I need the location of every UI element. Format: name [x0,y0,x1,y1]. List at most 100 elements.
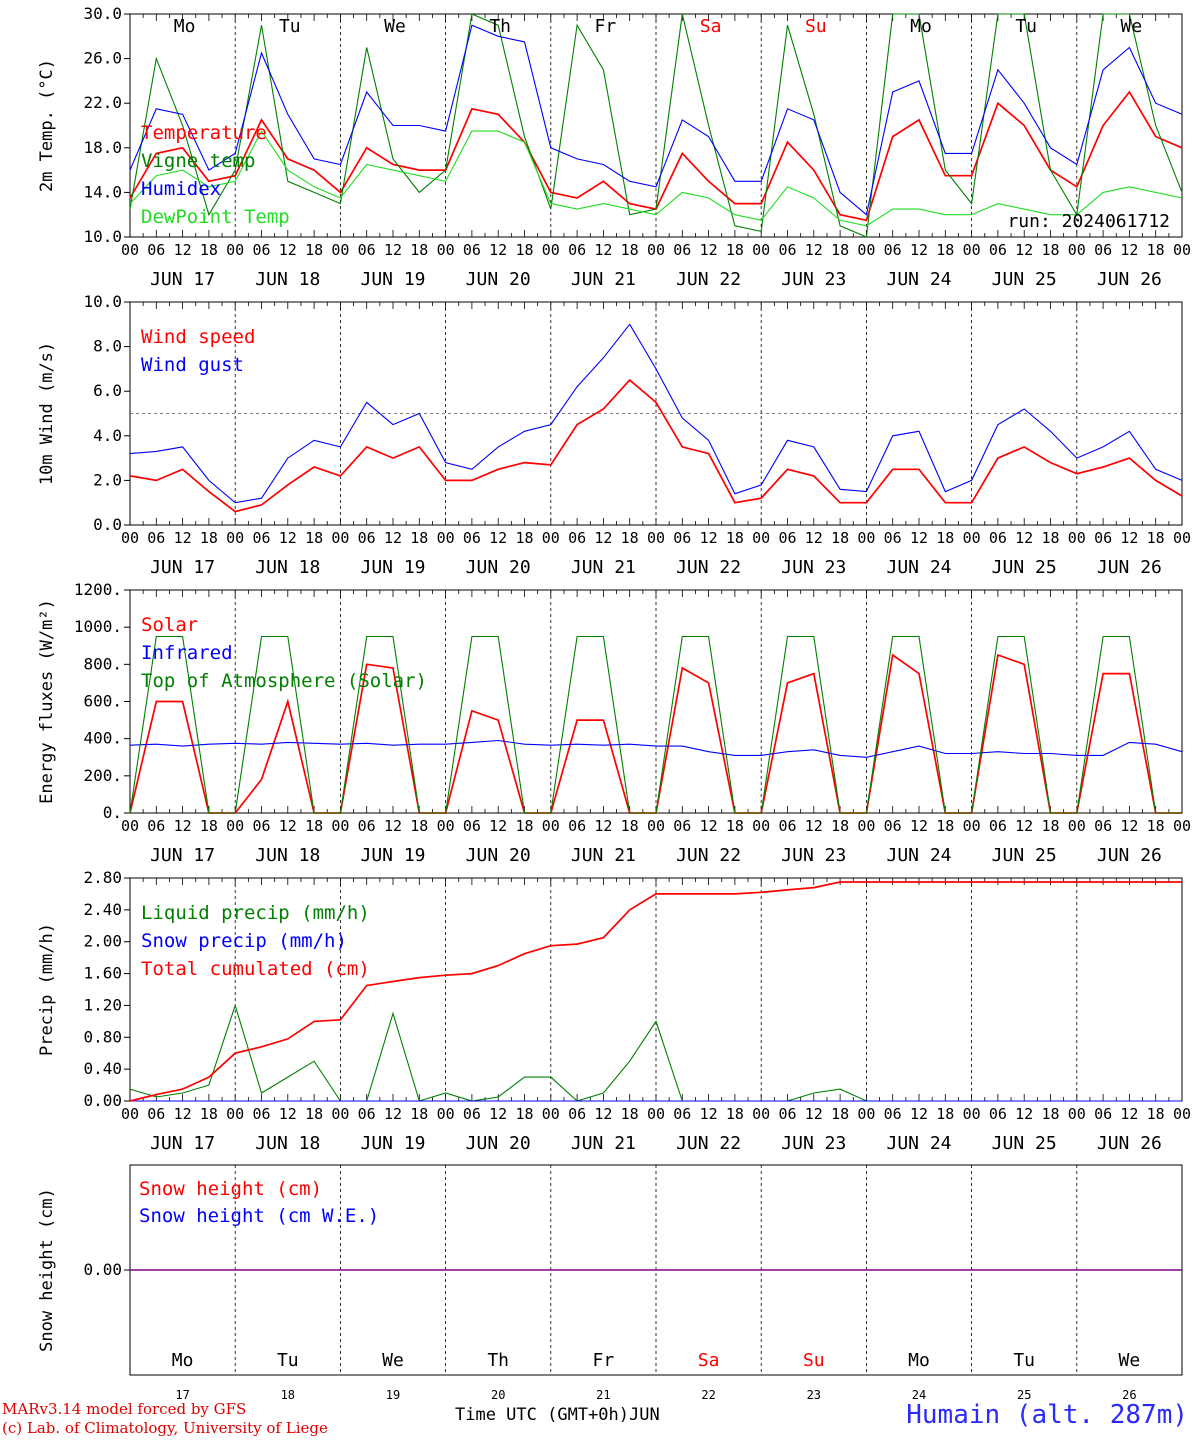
hour-tick-label: 06 [147,817,165,835]
hour-tick-label: 06 [463,817,481,835]
series-line [129,24,1183,216]
y-tick-label: 0.80 [83,1027,122,1046]
y-tick-label: 800. [83,654,122,673]
hour-tick-label: 06 [568,529,586,547]
legend-entry: Top of Atmosphere (Solar) [141,670,427,692]
legend-entry: Vigne temp [141,150,255,172]
day-name: Mo [910,16,932,37]
hour-tick-label: 06 [252,529,270,547]
hour-tick-label: 06 [884,241,902,259]
date-number: 17 [175,1388,189,1402]
date-label: JUN 21 [571,269,636,290]
hour-tick-label: 00 [331,1105,349,1123]
date-label: JUN 18 [255,1133,320,1154]
date-label: JUN 25 [992,1133,1057,1154]
hour-tick-label: 12 [174,529,192,547]
hour-tick-label: 18 [410,817,428,835]
hour-tick-label: 00 [226,529,244,547]
day-name: Fr [593,1350,615,1371]
date-label: JUN 24 [886,557,951,578]
hour-tick-label: 06 [989,529,1007,547]
month-label: JUN [629,1405,660,1425]
date-number: 25 [1017,1388,1031,1402]
hour-tick-label: 00 [226,1105,244,1123]
hour-tick-label: 18 [410,241,428,259]
date-number: 23 [807,1388,821,1402]
hour-tick-label: 06 [884,817,902,835]
hour-tick-label: 00 [1068,241,1086,259]
hour-tick-label: 18 [621,241,639,259]
hour-tick-label: 12 [700,1105,718,1123]
day-name: Su [805,16,827,37]
hour-tick-label: 00 [857,529,875,547]
date-label: JUN 23 [781,557,846,578]
series-line [129,881,1182,1102]
hour-tick-label: 06 [1094,529,1112,547]
y-tick-label: 10.0 [83,292,122,311]
legend-entry: Infrared [141,642,233,664]
day-name: Sa [700,16,722,37]
y-tick-label: 8.0 [93,337,122,356]
hour-tick-label: 06 [252,1105,270,1123]
day-name: Mo [172,1350,194,1371]
legend-entry: Wind speed [141,326,255,348]
y-tick-label: 4.0 [93,426,122,445]
date-label: JUN 19 [360,1133,425,1154]
date-label: JUN 22 [676,1133,741,1154]
hour-tick-label: 00 [647,241,665,259]
hour-tick-label: 12 [910,529,928,547]
date-label: JUN 25 [992,557,1057,578]
hour-tick-label: 18 [936,1105,954,1123]
hour-tick-label: 00 [1068,817,1086,835]
y-tick-label: 22.0 [83,93,122,112]
date-label: JUN 23 [781,269,846,290]
hour-tick-label: 00 [437,529,455,547]
run-label: run: 2024061712 [1007,211,1170,232]
hour-tick-label: 06 [1094,817,1112,835]
day-name: We [384,16,406,37]
date-label: JUN 17 [150,1133,215,1154]
hour-tick-label: 12 [1120,241,1138,259]
y-tick-label: 14.0 [83,182,122,201]
hour-tick-label: 18 [936,241,954,259]
hour-tick-label: 18 [1041,1105,1059,1123]
hour-tick-label: 06 [884,1105,902,1123]
hour-tick-label: 18 [515,241,533,259]
date-label: JUN 25 [992,269,1057,290]
date-number: 22 [701,1388,715,1402]
lab-credit: (c) Lab. of Climatology, University of L… [2,1419,328,1437]
date-label: JUN 20 [466,557,531,578]
hour-tick-label: 12 [1120,1105,1138,1123]
date-number: 26 [1122,1388,1136,1402]
hour-tick-label: 00 [752,817,770,835]
hour-tick-label: 12 [174,817,192,835]
date-label: JUN 21 [571,1133,636,1154]
hour-tick-label: 12 [489,241,507,259]
hour-tick-label: 18 [621,817,639,835]
series-line [129,13,1183,238]
hour-tick-label: 00 [963,529,981,547]
hour-tick-label: 18 [726,529,744,547]
hour-tick-label: 12 [1120,529,1138,547]
hour-tick-label: 00 [542,817,560,835]
date-label: JUN 24 [886,1133,951,1154]
y-tick-label: 400. [83,729,122,748]
hour-tick-label: 18 [515,817,533,835]
date-label: JUN 21 [571,557,636,578]
y-tick-label: 1.60 [83,964,122,983]
legend-entry: Liquid precip (mm/h) [141,902,370,924]
hour-tick-label: 12 [384,241,402,259]
date-label: JUN 24 [886,845,951,866]
day-name: Tu [279,16,301,37]
hour-tick-label: 06 [147,241,165,259]
legend-entry: Humidex [141,178,221,200]
hour-tick-label: 00 [647,529,665,547]
hour-tick-label: 18 [831,529,849,547]
model-credit: MARv3.14 model forced by GFS [2,1400,247,1418]
hour-tick-label: 06 [778,241,796,259]
hour-tick-label: 18 [936,817,954,835]
date-number: 19 [386,1388,400,1402]
hour-tick-label: 06 [358,529,376,547]
hour-tick-label: 06 [463,529,481,547]
hour-tick-label: 06 [358,241,376,259]
